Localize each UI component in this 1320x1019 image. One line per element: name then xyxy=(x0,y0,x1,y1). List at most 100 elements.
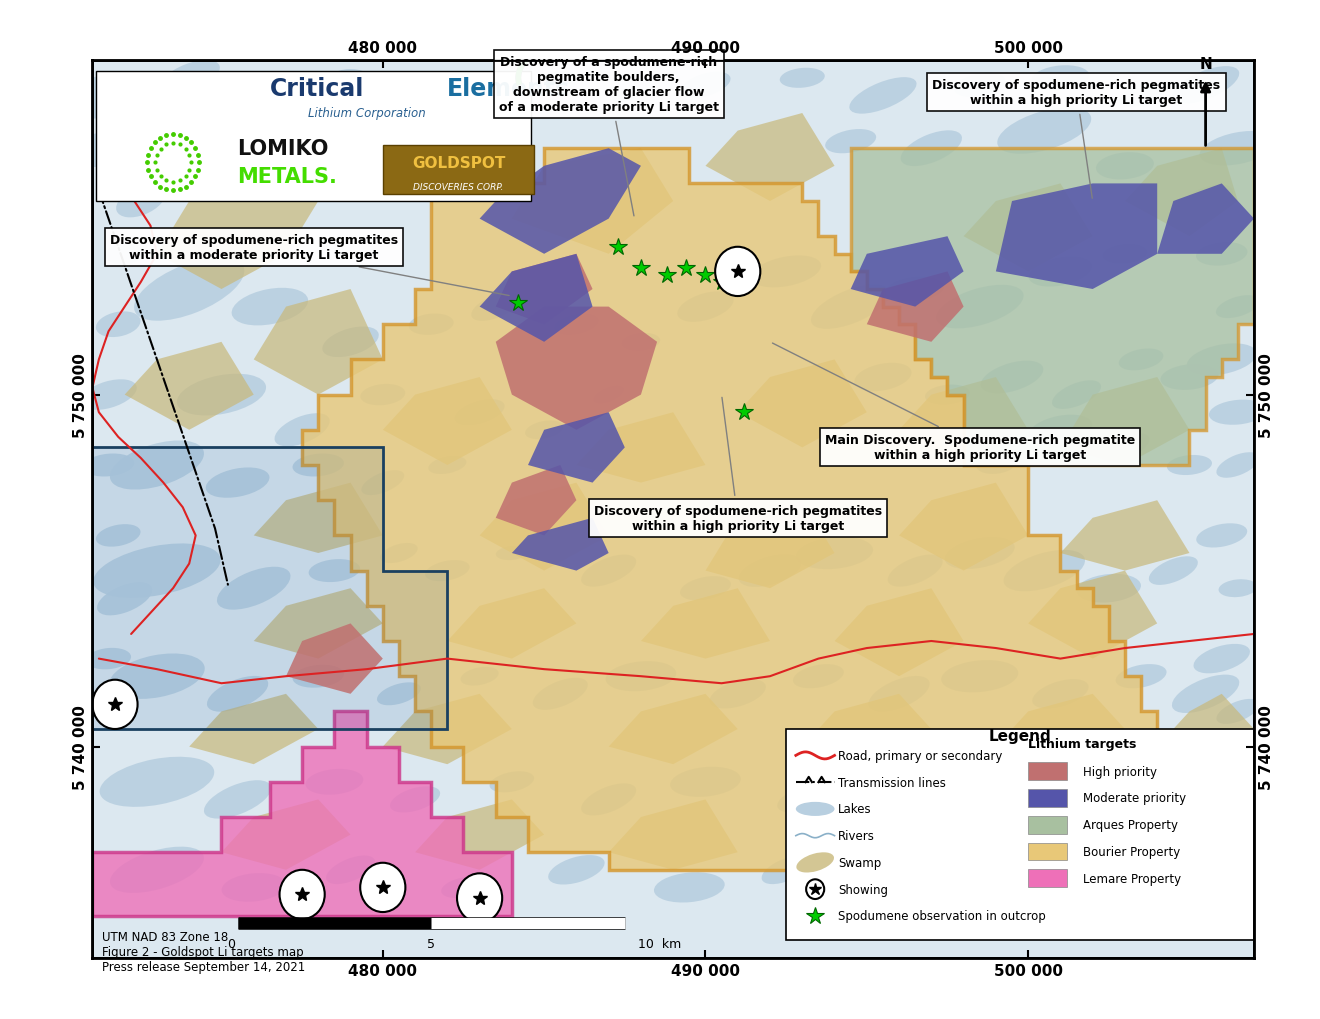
Polygon shape xyxy=(803,800,932,870)
Text: Spodumene observation in outcrop: Spodumene observation in outcrop xyxy=(838,910,1045,922)
Ellipse shape xyxy=(1172,675,1239,713)
Ellipse shape xyxy=(474,73,517,98)
Ellipse shape xyxy=(275,414,330,447)
Polygon shape xyxy=(302,149,1189,870)
Ellipse shape xyxy=(825,129,876,154)
Polygon shape xyxy=(1158,184,1254,255)
Ellipse shape xyxy=(305,769,363,795)
Polygon shape xyxy=(834,589,964,677)
Text: Showing: Showing xyxy=(838,882,888,896)
Ellipse shape xyxy=(1187,344,1257,376)
Polygon shape xyxy=(850,149,1254,466)
Text: Lithium Corporation: Lithium Corporation xyxy=(308,107,425,120)
Ellipse shape xyxy=(99,757,214,807)
Text: Transmission lines: Transmission lines xyxy=(838,775,945,789)
Ellipse shape xyxy=(851,872,915,903)
Ellipse shape xyxy=(612,90,638,103)
Text: Rivers: Rivers xyxy=(838,829,875,843)
Ellipse shape xyxy=(1217,699,1259,725)
Ellipse shape xyxy=(70,130,147,168)
FancyBboxPatch shape xyxy=(787,730,1254,941)
Polygon shape xyxy=(479,255,593,342)
Ellipse shape xyxy=(525,421,564,440)
Ellipse shape xyxy=(94,544,220,598)
Text: Lemare Property: Lemare Property xyxy=(1082,872,1181,884)
Polygon shape xyxy=(528,413,624,483)
Ellipse shape xyxy=(1160,365,1218,390)
Ellipse shape xyxy=(796,537,873,570)
Polygon shape xyxy=(512,519,609,571)
Bar xyxy=(1028,790,1067,807)
Ellipse shape xyxy=(1148,556,1197,585)
Ellipse shape xyxy=(135,258,244,321)
Text: Moderate priority: Moderate priority xyxy=(1082,792,1187,805)
Polygon shape xyxy=(124,342,253,430)
Ellipse shape xyxy=(548,855,605,884)
Polygon shape xyxy=(512,149,673,255)
Polygon shape xyxy=(738,360,867,448)
Ellipse shape xyxy=(326,856,375,884)
Polygon shape xyxy=(867,272,964,342)
Polygon shape xyxy=(850,237,964,308)
Ellipse shape xyxy=(1115,664,1167,689)
Ellipse shape xyxy=(762,856,810,884)
Ellipse shape xyxy=(653,872,725,903)
Bar xyxy=(1028,843,1067,860)
Polygon shape xyxy=(496,255,593,325)
Text: LOMIKO: LOMIKO xyxy=(238,139,329,159)
Polygon shape xyxy=(899,483,1028,571)
Ellipse shape xyxy=(389,787,440,813)
Text: 10  km: 10 km xyxy=(638,937,681,951)
Ellipse shape xyxy=(554,314,599,335)
Ellipse shape xyxy=(1200,131,1276,166)
Ellipse shape xyxy=(606,661,676,692)
Ellipse shape xyxy=(1193,644,1250,674)
Text: Road, primary or secondary: Road, primary or secondary xyxy=(838,749,1002,762)
Polygon shape xyxy=(577,413,705,483)
Ellipse shape xyxy=(739,554,801,587)
Polygon shape xyxy=(253,589,383,659)
Polygon shape xyxy=(1060,500,1189,571)
Ellipse shape xyxy=(387,82,444,111)
Ellipse shape xyxy=(83,454,135,477)
Text: Swamp: Swamp xyxy=(838,856,880,869)
Ellipse shape xyxy=(581,555,636,587)
Ellipse shape xyxy=(309,559,360,583)
Polygon shape xyxy=(1060,378,1189,466)
Ellipse shape xyxy=(1177,185,1233,218)
Ellipse shape xyxy=(594,386,624,405)
Ellipse shape xyxy=(751,256,821,288)
Ellipse shape xyxy=(216,568,290,610)
Ellipse shape xyxy=(1096,153,1154,180)
Ellipse shape xyxy=(51,72,166,120)
Ellipse shape xyxy=(581,784,636,815)
Polygon shape xyxy=(1158,800,1254,870)
Ellipse shape xyxy=(680,577,731,601)
Text: Arques Property: Arques Property xyxy=(1082,818,1177,832)
Ellipse shape xyxy=(496,546,528,560)
Text: 5: 5 xyxy=(428,937,436,951)
Ellipse shape xyxy=(207,677,268,712)
Ellipse shape xyxy=(96,312,140,337)
Ellipse shape xyxy=(1052,381,1101,410)
Ellipse shape xyxy=(177,374,267,416)
Text: 0: 0 xyxy=(227,937,235,951)
Ellipse shape xyxy=(945,537,1015,570)
Ellipse shape xyxy=(81,380,137,411)
Ellipse shape xyxy=(1077,575,1140,603)
Ellipse shape xyxy=(1216,296,1259,319)
Bar xyxy=(1028,762,1067,781)
Ellipse shape xyxy=(116,185,165,218)
Ellipse shape xyxy=(1164,787,1214,813)
Ellipse shape xyxy=(1212,823,1263,846)
Ellipse shape xyxy=(1148,856,1197,884)
Polygon shape xyxy=(222,800,351,870)
Circle shape xyxy=(280,870,325,919)
Ellipse shape xyxy=(454,399,504,426)
Polygon shape xyxy=(157,184,318,289)
Text: Lakes: Lakes xyxy=(838,803,871,815)
Ellipse shape xyxy=(780,68,825,89)
Ellipse shape xyxy=(952,855,1008,884)
Text: Bourier Property: Bourier Property xyxy=(1082,845,1180,858)
Ellipse shape xyxy=(544,71,577,86)
